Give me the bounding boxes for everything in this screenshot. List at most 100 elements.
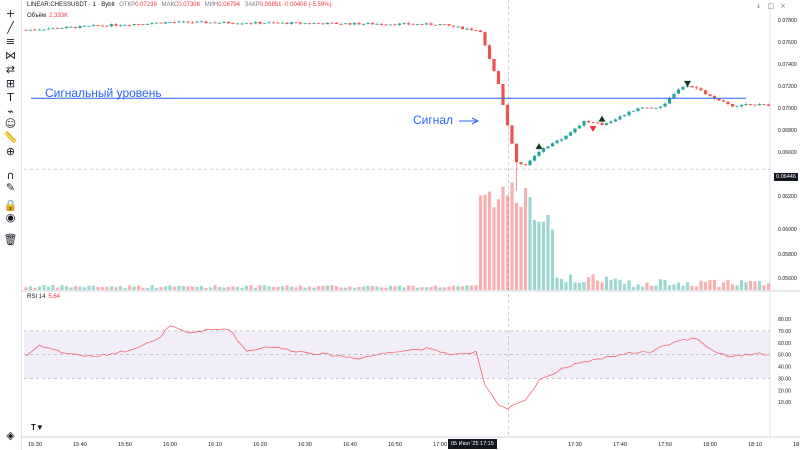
arrow-down-icon[interactable]: ↓ bbox=[755, 2, 768, 10]
volume-bar bbox=[537, 221, 541, 290]
time-tick-label: 17:40 bbox=[613, 442, 627, 448]
layers-icon[interactable]: ◈ bbox=[6, 428, 15, 442]
volume-bar bbox=[307, 286, 312, 290]
price-tick-label: 0.05800 bbox=[778, 252, 797, 258]
candle bbox=[744, 104, 748, 106]
candle bbox=[564, 135, 568, 140]
sell-marker[interactable] bbox=[684, 80, 691, 87]
volume-bar bbox=[429, 286, 433, 290]
forecast-icon[interactable]: ⇄ bbox=[5, 62, 16, 76]
volume-bar bbox=[370, 286, 375, 290]
buy-marker[interactable] bbox=[535, 143, 543, 150]
candle bbox=[424, 23, 429, 25]
text-icon[interactable]: T bbox=[7, 90, 14, 104]
pattern-icon[interactable]: ⋈ bbox=[5, 48, 16, 62]
rsi-tick-label: 10.00 bbox=[778, 400, 791, 406]
brush-icon[interactable]: ⌁ bbox=[7, 104, 14, 118]
volume-bar bbox=[33, 287, 37, 290]
magnet-icon[interactable]: ∩ bbox=[6, 168, 15, 182]
pane-controls[interactable]: ↓□× bbox=[756, 2, 792, 10]
eye-icon[interactable]: ◉ bbox=[5, 210, 16, 224]
volume-bar bbox=[487, 191, 492, 290]
high-label: МАКС bbox=[161, 2, 179, 8]
candle bbox=[204, 21, 208, 24]
candle bbox=[91, 25, 96, 26]
trendline-icon[interactable]: ╱ bbox=[7, 20, 14, 34]
candle bbox=[343, 23, 348, 25]
ruler-icon[interactable]: 📏 bbox=[3, 130, 18, 144]
time-tick-label: 18:10 bbox=[748, 442, 762, 448]
volume-label[interactable]: Объём bbox=[27, 13, 47, 19]
fib-icon[interactable]: ≡ bbox=[5, 34, 16, 48]
volume-bar bbox=[465, 285, 469, 290]
volume-bar bbox=[78, 286, 82, 290]
lock-drawings-icon[interactable]: ✎ bbox=[5, 180, 16, 194]
candle bbox=[226, 21, 231, 24]
tradingview-logo[interactable]: T▼ bbox=[31, 423, 44, 432]
candle bbox=[24, 29, 28, 31]
volume-bar bbox=[510, 182, 514, 290]
candle bbox=[154, 22, 159, 24]
candle bbox=[244, 23, 249, 25]
buy-marker[interactable] bbox=[598, 115, 606, 122]
zoom-icon[interactable]: ⊕ bbox=[5, 144, 16, 158]
candle bbox=[717, 98, 721, 101]
volume-bar bbox=[87, 285, 91, 290]
collapse-icon[interactable]: □ bbox=[767, 2, 781, 10]
lock-icon[interactable]: 🔒 bbox=[3, 198, 18, 212]
candle bbox=[73, 26, 78, 28]
rsi-tick-label: 70.00 bbox=[778, 329, 791, 335]
candle bbox=[271, 22, 276, 24]
candle bbox=[132, 23, 136, 26]
rsi-label[interactable]: RSI 14 bbox=[27, 294, 46, 300]
volume-bar bbox=[96, 286, 100, 290]
volume-bar bbox=[195, 286, 199, 290]
candle bbox=[231, 23, 235, 24]
candle bbox=[303, 23, 307, 25]
volume-bar bbox=[298, 285, 303, 290]
candle bbox=[105, 25, 109, 27]
measure-icon[interactable]: ⊞ bbox=[5, 76, 16, 90]
volume-bar bbox=[564, 282, 568, 290]
candle bbox=[618, 116, 622, 120]
candle bbox=[406, 23, 411, 25]
volume-bar bbox=[586, 277, 591, 290]
volume-bar bbox=[123, 287, 127, 290]
volume-bar bbox=[699, 280, 703, 290]
volume-bar bbox=[622, 283, 627, 290]
candle bbox=[127, 24, 132, 26]
candle bbox=[172, 22, 177, 23]
price-tick-label: 0.07800 bbox=[778, 18, 797, 24]
volume-bar bbox=[555, 277, 559, 290]
volume-bar bbox=[253, 287, 258, 290]
volume-bar bbox=[379, 287, 384, 290]
price-tick-label: 0.07400 bbox=[778, 62, 797, 68]
time-tick-label: 15:40 bbox=[73, 442, 87, 448]
volume-bar bbox=[456, 286, 460, 290]
candle bbox=[568, 132, 573, 136]
emoji-icon[interactable]: ☺ bbox=[4, 116, 17, 130]
candle bbox=[163, 22, 168, 24]
candle bbox=[33, 29, 37, 31]
volume-bar bbox=[483, 194, 487, 290]
crosshair-icon[interactable]: + bbox=[5, 6, 16, 20]
candle bbox=[141, 24, 145, 25]
volume-bar bbox=[46, 286, 51, 290]
volume-bar bbox=[595, 280, 600, 290]
sell-marker[interactable] bbox=[589, 125, 597, 132]
signal-annotation[interactable]: Сигнал bbox=[413, 113, 454, 127]
volume-bar bbox=[82, 287, 87, 290]
candle bbox=[82, 25, 87, 27]
rsi-tick-label: 20.00 bbox=[778, 388, 791, 394]
volume-bar bbox=[330, 285, 334, 290]
symbol-title[interactable]: LINEAR:CHESSUSDT · 1 · Bybit bbox=[27, 2, 115, 8]
candle bbox=[766, 104, 771, 106]
trash-icon[interactable]: 🗑 bbox=[3, 232, 18, 246]
volume-bar bbox=[618, 279, 622, 290]
close-icon[interactable]: × bbox=[780, 2, 792, 10]
volume-bar bbox=[447, 286, 451, 290]
candle bbox=[748, 104, 753, 105]
signal-level-annotation[interactable]: Сигнальный уровень bbox=[45, 86, 162, 100]
candle bbox=[496, 71, 501, 84]
